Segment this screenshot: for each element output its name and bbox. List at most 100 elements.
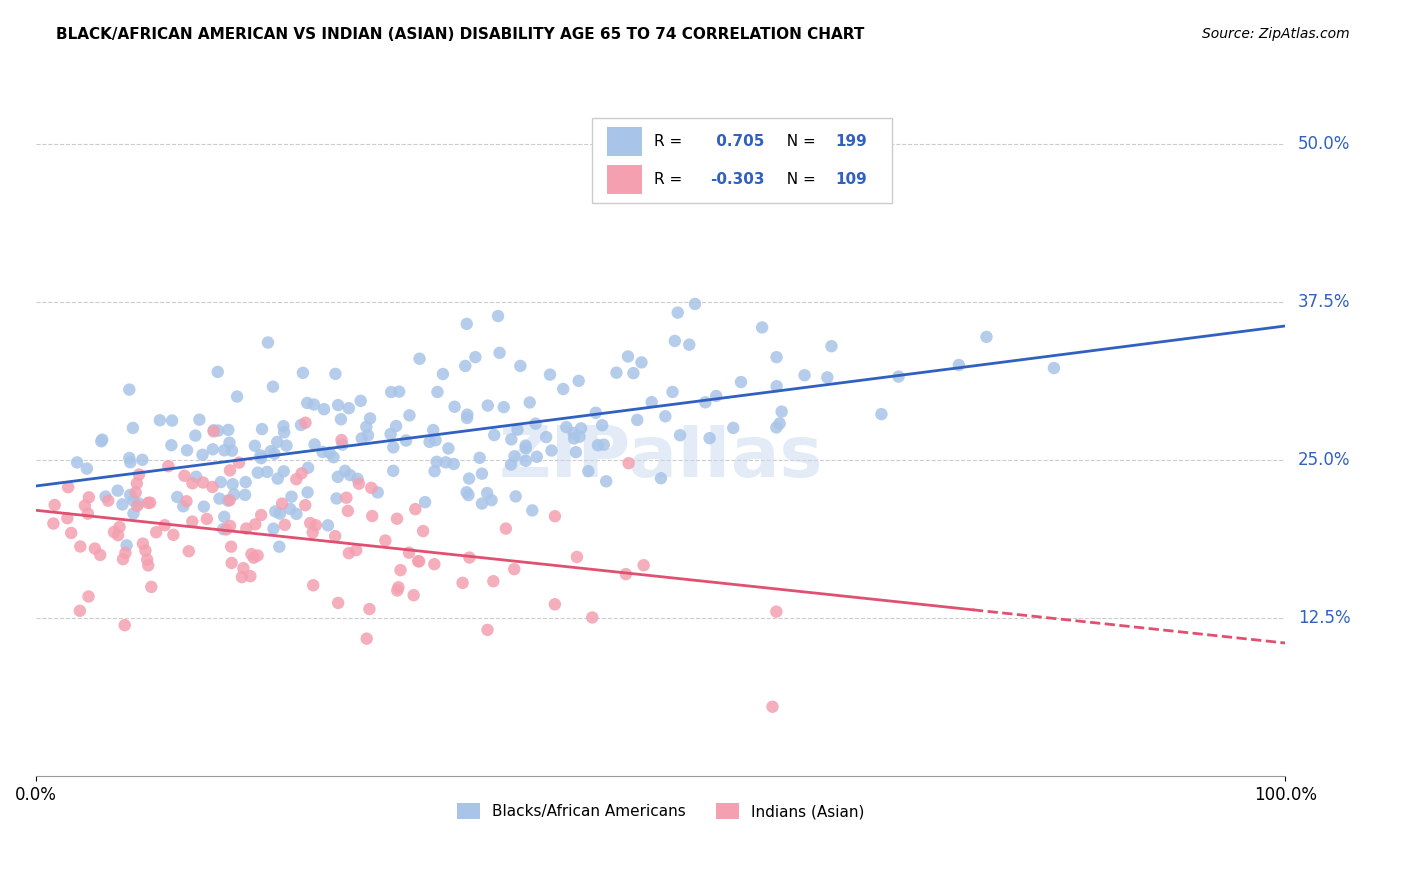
Point [208,491,231,506]
Point [382,440,405,454]
Text: R =: R = [654,134,688,149]
Point [329,412,352,426]
Point [228,456,250,470]
Point [316,518,339,533]
Point [157,459,180,474]
Point [387,580,409,594]
Point [89,548,111,562]
Point [482,574,505,589]
Text: -0.303: -0.303 [710,172,765,187]
Point [948,358,970,372]
Point [56,511,79,525]
Point [214,443,236,458]
Point [695,395,717,409]
Point [406,554,429,568]
Point [181,515,204,529]
Point [1043,361,1066,376]
Point [291,467,314,481]
Point [221,477,243,491]
Point [468,450,491,465]
Point [263,447,285,461]
Point [486,309,509,323]
Point [120,455,142,469]
Point [297,485,319,500]
Point [69,604,91,618]
Point [250,451,273,466]
Point [77,491,100,505]
Point [614,567,637,582]
Point [387,583,409,598]
Point [325,367,347,381]
Point [350,431,373,445]
Point [318,445,340,459]
Point [114,618,136,632]
Point [125,476,148,491]
Text: 109: 109 [835,172,868,187]
Point [976,330,998,344]
Point [305,518,328,533]
Point [139,496,162,510]
Point [242,550,264,565]
Point [111,497,134,511]
Point [44,498,66,512]
Point [160,413,183,427]
Point [326,398,349,412]
Point [260,444,283,458]
Point [887,369,910,384]
Point [295,396,318,410]
Point [346,472,368,486]
Point [395,434,418,448]
Point [388,384,411,399]
Point [191,448,214,462]
Point [423,557,446,571]
Point [184,469,207,483]
Point [141,580,163,594]
Point [870,407,893,421]
Point [751,320,773,334]
Point [503,450,526,464]
Point [451,575,474,590]
Point [499,458,522,472]
Point [398,409,420,423]
Text: 199: 199 [835,134,868,149]
Point [325,491,347,506]
Text: N =: N = [776,134,821,149]
Point [495,522,517,536]
Point [107,528,129,542]
Point [111,552,134,566]
Point [115,538,138,552]
Point [278,501,301,516]
Point [332,437,354,451]
Text: ZIPaIIas: ZIPaIIas [498,423,823,492]
Point [153,518,176,533]
Point [304,437,326,451]
Point [820,339,842,353]
Point [94,490,117,504]
Point [257,335,280,350]
Point [107,483,129,498]
Point [322,450,344,465]
Point [765,350,787,364]
Point [626,413,648,427]
Point [83,541,105,556]
Point [339,468,361,483]
Point [458,472,481,486]
Point [73,499,96,513]
Point [569,421,592,435]
Point [207,424,229,438]
Point [269,507,291,521]
Point [311,445,333,459]
Point [769,417,792,431]
Point [91,433,114,447]
Point [481,493,503,508]
Point [344,543,367,558]
Point [678,337,700,351]
Point [246,466,269,480]
Point [585,406,607,420]
Point [477,399,499,413]
Point [591,418,613,433]
Point [202,425,225,439]
Point [426,455,449,469]
Point [273,464,295,478]
Point [664,334,686,348]
